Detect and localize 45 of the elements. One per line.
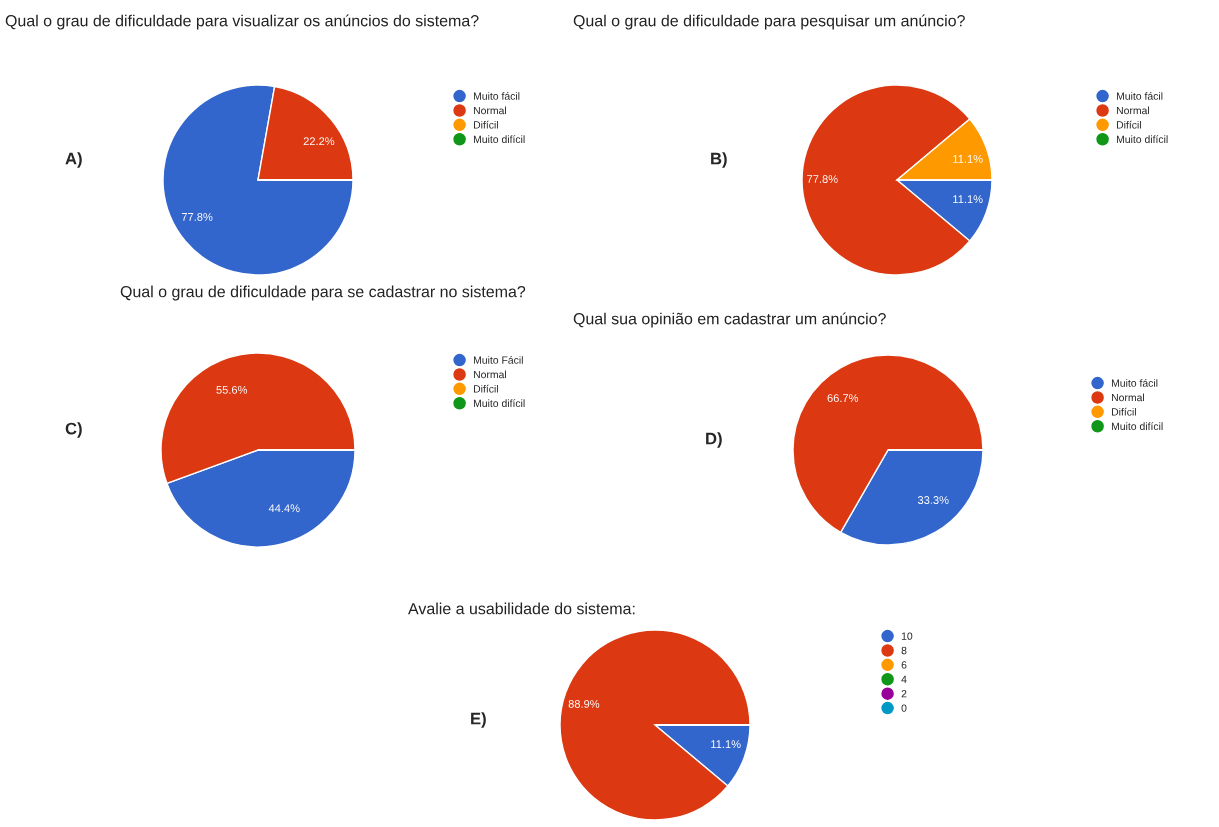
data-label: 11.1% [953, 155, 983, 163]
data-label: 77.8% [181, 212, 213, 221]
chart-title: Qual o grau de dificuldade para visualizar os anúncios do sistema? [5, 14, 479, 30]
legend-label: 0 [901, 704, 907, 712]
legend-label: 8 [901, 646, 907, 655]
text: E) [471, 712, 486, 728]
legend-label: Normal [473, 106, 506, 115]
data-label: 11.1% [711, 740, 741, 749]
legend-label: Difícil [473, 384, 498, 393]
data-label: 44.4% [268, 504, 300, 513]
legend-label: 6 [901, 661, 907, 669]
legend-label: Difícil [1116, 120, 1141, 129]
legend-label: Muito fácil [1116, 92, 1163, 100]
data-label: 88.9% [568, 699, 600, 708]
data-label: 55.6% [216, 385, 248, 394]
legend-label: Normal [1111, 393, 1144, 402]
legend-label: 2 [901, 690, 907, 698]
text: A) [65, 152, 82, 168]
legend-label: Muito difícil [1111, 422, 1163, 431]
chart-title: Avalie a usabilidade do sistema: [408, 602, 635, 615]
text: B) [711, 152, 727, 168]
legend-label: Muito Fácil [473, 356, 523, 364]
legend-label: Muito fácil [473, 92, 520, 100]
text: D) [706, 432, 722, 448]
data-label: 22.2% [303, 137, 335, 146]
data-label: 33.3% [917, 496, 949, 504]
pie-slice [162, 84, 354, 276]
legend-label: Muito difícil [473, 399, 525, 408]
legend-label: Normal [1116, 106, 1149, 115]
data-label: 11.1% [953, 195, 983, 204]
legend-label: Muito difícil [473, 135, 525, 144]
data-label: 66.7% [827, 394, 859, 402]
pie-slice [559, 629, 751, 821]
chart-title: Qual o grau de dificuldade para se cadastrar no sistema? [120, 285, 526, 301]
chart-title: Qual sua opinião em cadastrar um anúncio? [573, 312, 886, 328]
text: C) [65, 422, 82, 438]
legend-label: Difícil [473, 120, 498, 129]
legend-label: Muito fácil [1111, 379, 1158, 387]
chart-title: Qual o grau de dificuldade para pesquisar um anúncio? [573, 14, 965, 30]
legend-label: Difícil [1111, 407, 1136, 416]
legend-label: 4 [901, 675, 907, 683]
legend-label: Muito difícil [1116, 135, 1168, 144]
data-label: 77.8% [807, 175, 838, 183]
legend-label: 10 [901, 632, 913, 640]
legend-label: Normal [473, 370, 506, 379]
